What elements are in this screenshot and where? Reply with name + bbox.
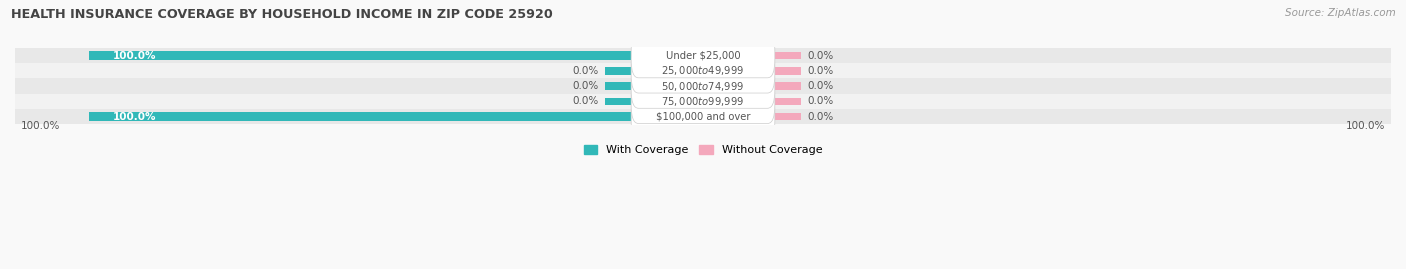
Text: HEALTH INSURANCE COVERAGE BY HOUSEHOLD INCOME IN ZIP CODE 25920: HEALTH INSURANCE COVERAGE BY HOUSEHOLD I…: [11, 8, 553, 21]
Text: $50,000 to $74,999: $50,000 to $74,999: [661, 80, 745, 93]
Bar: [15, 79, 1391, 94]
Bar: [605, 98, 638, 105]
Bar: [768, 113, 801, 120]
FancyBboxPatch shape: [631, 94, 775, 139]
Text: 0.0%: 0.0%: [807, 51, 834, 61]
Text: 100.0%: 100.0%: [114, 51, 157, 61]
Bar: [15, 48, 1391, 63]
Text: 0.0%: 0.0%: [807, 66, 834, 76]
Text: 0.0%: 0.0%: [572, 81, 599, 91]
Bar: [768, 67, 801, 75]
Text: Source: ZipAtlas.com: Source: ZipAtlas.com: [1285, 8, 1396, 18]
Text: $100,000 and over: $100,000 and over: [655, 112, 751, 122]
Bar: [15, 94, 1391, 109]
FancyBboxPatch shape: [631, 34, 775, 78]
Bar: [605, 67, 638, 75]
FancyBboxPatch shape: [631, 49, 775, 93]
Text: 0.0%: 0.0%: [572, 96, 599, 106]
Bar: [768, 98, 801, 105]
Text: 0.0%: 0.0%: [572, 66, 599, 76]
Text: $25,000 to $49,999: $25,000 to $49,999: [661, 64, 745, 77]
Text: 0.0%: 0.0%: [807, 112, 834, 122]
Text: 100.0%: 100.0%: [21, 121, 60, 131]
Text: Under $25,000: Under $25,000: [665, 51, 741, 61]
Text: 100.0%: 100.0%: [114, 112, 157, 122]
Text: 0.0%: 0.0%: [807, 81, 834, 91]
Text: 0.0%: 0.0%: [807, 96, 834, 106]
Text: 100.0%: 100.0%: [1346, 121, 1385, 131]
Bar: [768, 83, 801, 90]
Bar: [605, 83, 638, 90]
Bar: [89, 51, 703, 60]
Bar: [768, 52, 801, 59]
Text: $75,000 to $99,999: $75,000 to $99,999: [661, 95, 745, 108]
Bar: [15, 63, 1391, 79]
Legend: With Coverage, Without Coverage: With Coverage, Without Coverage: [579, 140, 827, 160]
Bar: [15, 109, 1391, 124]
FancyBboxPatch shape: [631, 64, 775, 108]
FancyBboxPatch shape: [631, 79, 775, 123]
Bar: [89, 112, 703, 121]
